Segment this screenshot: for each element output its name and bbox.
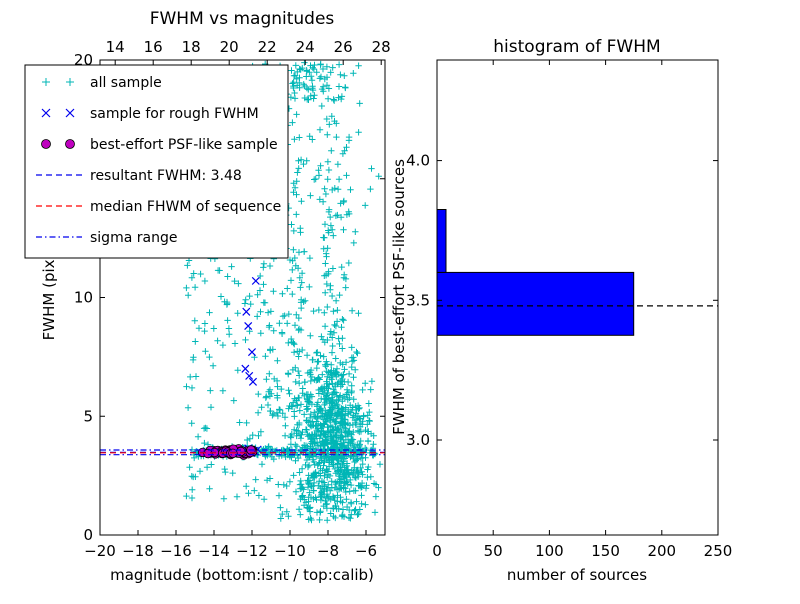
top-x-tick-label: 24 xyxy=(296,38,315,56)
top-x-tick-label: 14 xyxy=(106,38,125,56)
circle-marker-icon xyxy=(65,139,75,149)
left-plot-ylabel: FWHM (pix) xyxy=(40,254,58,341)
bottom-x-tick-label: −12 xyxy=(236,542,268,560)
left-y-tick-label: 3.5 xyxy=(406,291,430,309)
psf-sample-point xyxy=(203,448,213,459)
plus-marker-icon xyxy=(66,78,74,86)
bottom-x-tick-label: 150 xyxy=(591,542,620,560)
right-plot-title: histogram of FWHM xyxy=(493,37,660,57)
left-plot-title: FWHM vs magnitudes xyxy=(150,9,335,29)
bottom-x-tick-label: 250 xyxy=(704,542,733,560)
bottom-x-tick-label: 0 xyxy=(432,542,442,560)
legend: all sample sample for rough FWHM best-effo… xyxy=(24,64,289,259)
bottom-x-tick-label: −6 xyxy=(355,542,377,560)
bottom-x-tick-label: −18 xyxy=(122,542,154,560)
right-plot-ylabel: FWHM of best-effort PSF-like sources xyxy=(390,159,408,435)
top-x-tick-label: 18 xyxy=(182,38,201,56)
all-sample-points xyxy=(280,60,357,103)
histogram-bar xyxy=(437,209,447,273)
top-x-tick-label: 26 xyxy=(334,38,353,56)
legend-label: all sample xyxy=(90,75,162,91)
right-plot-xlabel: number of sources xyxy=(507,566,647,584)
top-x-tick-label: 16 xyxy=(144,38,163,56)
bottom-x-tick-label: 50 xyxy=(484,542,503,560)
legend-label: sample for rough FWHM xyxy=(90,106,259,122)
x-marker-icon xyxy=(41,108,51,118)
all-sample-points xyxy=(275,478,382,524)
legend-label: best-effort PSF-like sample xyxy=(90,137,278,153)
histogram-data-area xyxy=(437,209,718,336)
top-x-tick-label: 28 xyxy=(372,38,391,56)
bottom-x-tick-label: −10 xyxy=(274,542,306,560)
bottom-x-tick-label: −16 xyxy=(160,542,192,560)
left-y-tick-label: 4.0 xyxy=(406,152,430,170)
left-y-tick-label: 0 xyxy=(83,526,93,544)
left-y-tick-label: 10 xyxy=(74,289,93,307)
top-x-tick-label: 20 xyxy=(220,38,239,56)
left-y-tick-label: 5 xyxy=(83,407,93,425)
right-axes-ticks: 0 50 100 150 200 250 3.0 3.5 4.0 xyxy=(406,60,732,560)
x-marker-icon xyxy=(65,108,75,118)
histogram-bar xyxy=(437,271,635,336)
left-y-tick-label: 3.0 xyxy=(406,431,430,449)
legend-label: resultant FWHM: 3.48 xyxy=(90,168,242,184)
bottom-x-tick-label: −8 xyxy=(317,542,339,560)
left-plot-xlabel: magnitude (bottom:isnt / top:calib) xyxy=(110,566,374,584)
scatter-plot: −20 −18 −16 −14 −12 −10 −8 −6 14 16 18 20 22 24 26 28 0 5… xyxy=(24,9,391,584)
bottom-x-tick-label: −14 xyxy=(198,542,230,560)
top-x-tick-label: 22 xyxy=(258,38,277,56)
right-axes-frame xyxy=(436,59,719,536)
bottom-x-tick-label: 200 xyxy=(647,542,676,560)
circle-marker-icon xyxy=(41,139,51,149)
legend-box xyxy=(24,64,289,259)
plus-marker-icon xyxy=(42,78,50,86)
bottom-x-tick-label: 100 xyxy=(535,542,564,560)
legend-label: median FHWM of sequence xyxy=(90,199,281,215)
bottom-x-tick-label: −20 xyxy=(84,542,116,560)
legend-label: sigma range xyxy=(90,230,177,246)
histogram-plot: 0 50 100 150 200 250 3.0 3.5 4.0 histogram of FW… xyxy=(390,37,732,584)
all-sample-points xyxy=(292,60,382,420)
all-sample-points xyxy=(183,238,283,503)
